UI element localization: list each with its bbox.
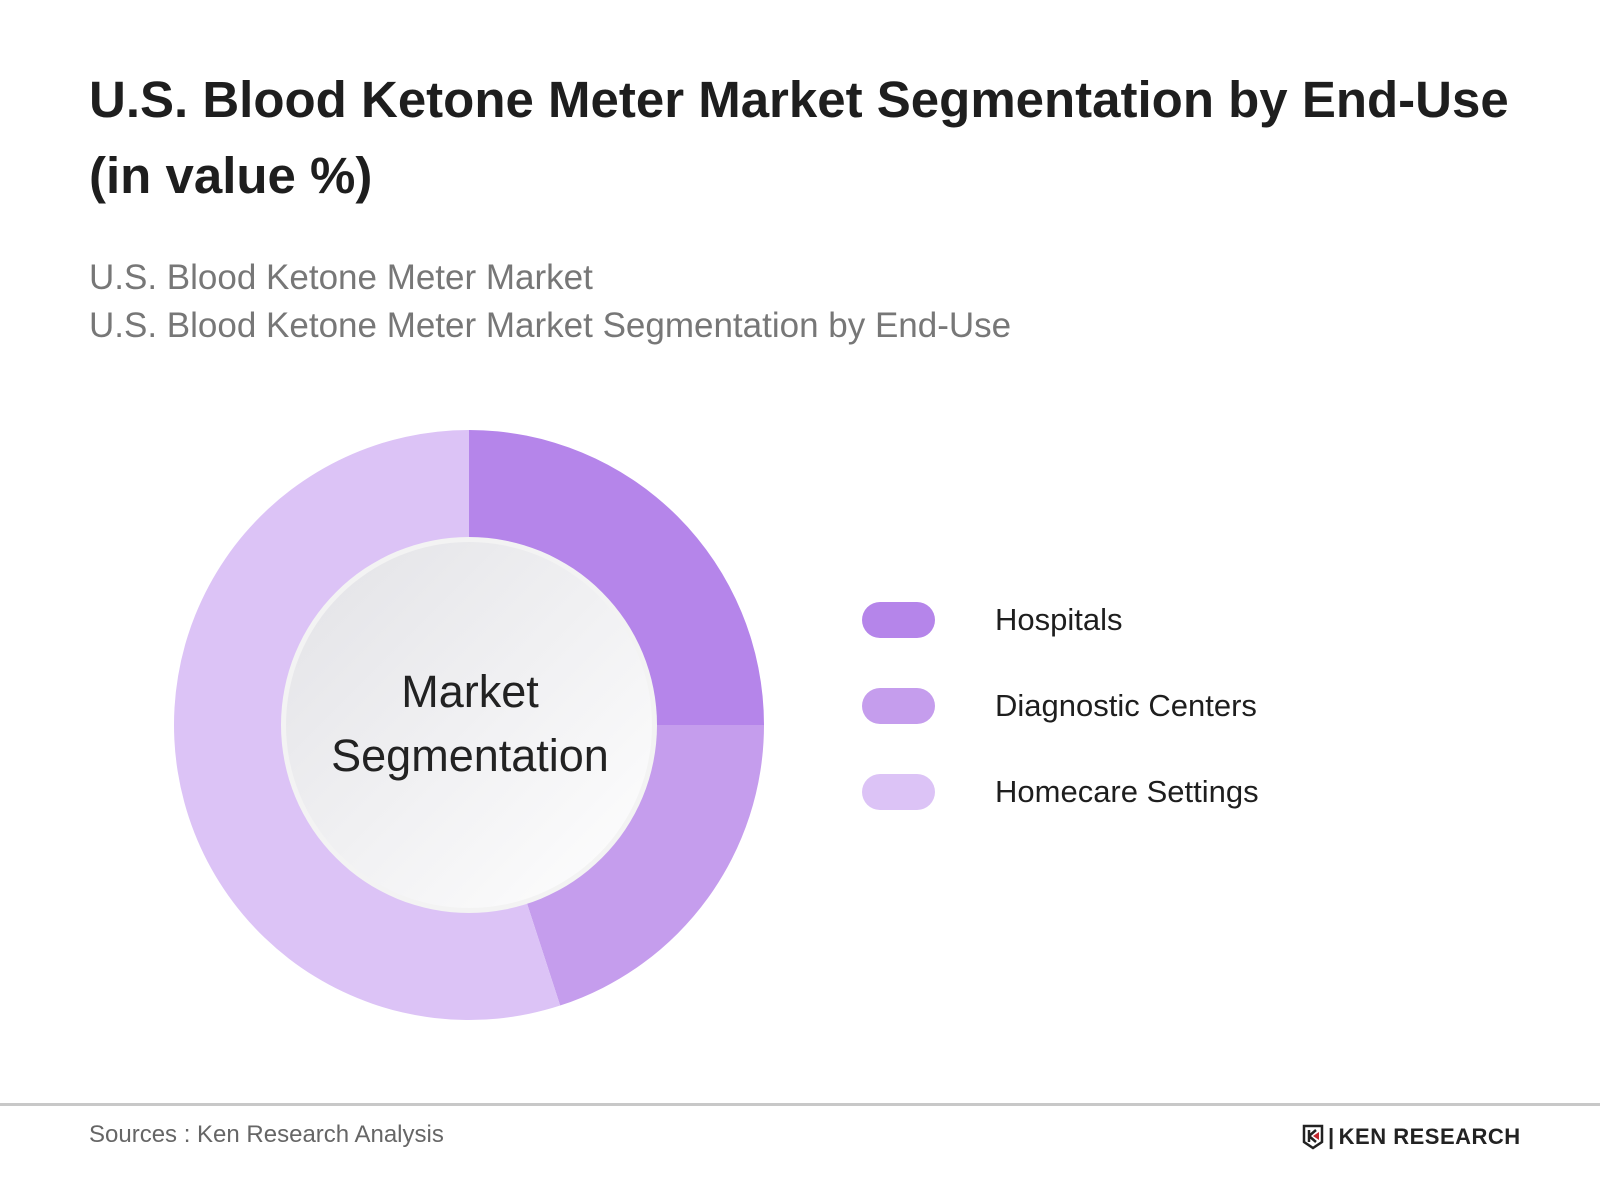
donut-chart [173, 430, 764, 1020]
legend-swatch [862, 774, 935, 810]
ken-research-logo: | KEN RESEARCH [1302, 1124, 1521, 1150]
center-label-line-1: Market [401, 666, 539, 717]
legend-item-homecare-settings: Homecare Settings [862, 772, 1259, 812]
slice-diagnostic-centers [515, 725, 764, 1006]
chart-subtitle-2: U.S. Blood Ketone Meter Market Segmentat… [89, 306, 1012, 345]
slice-hospitals [469, 430, 764, 725]
ken-logo-icon [1302, 1124, 1324, 1150]
chart-subtitle: U.S. Blood Ketone Meter Market [89, 258, 593, 297]
legend-item-hospitals: Hospitals [862, 600, 1123, 640]
center-label: Market Segmentation [290, 660, 650, 788]
donut-center [286, 542, 652, 908]
legend-label: Hospitals [995, 602, 1123, 637]
center-label-line-2: Segmentation [331, 730, 609, 781]
footer-divider [0, 1103, 1600, 1106]
logo-divider: | [1328, 1124, 1335, 1149]
legend-label: Diagnostic Centers [995, 688, 1257, 723]
slice-homecare-settings [173, 430, 561, 1020]
legend-swatch [862, 602, 935, 638]
chart-title: U.S. Blood Ketone Meter Market Segmentat… [89, 71, 1509, 204]
sources-note: Sources : Ken Research Analysis [89, 1121, 444, 1148]
legend-item-diagnostic-centers: Diagnostic Centers [862, 686, 1257, 726]
logo-text: KEN RESEARCH [1338, 1124, 1521, 1149]
legend-swatch [862, 688, 935, 724]
legend-label: Homecare Settings [995, 774, 1259, 809]
